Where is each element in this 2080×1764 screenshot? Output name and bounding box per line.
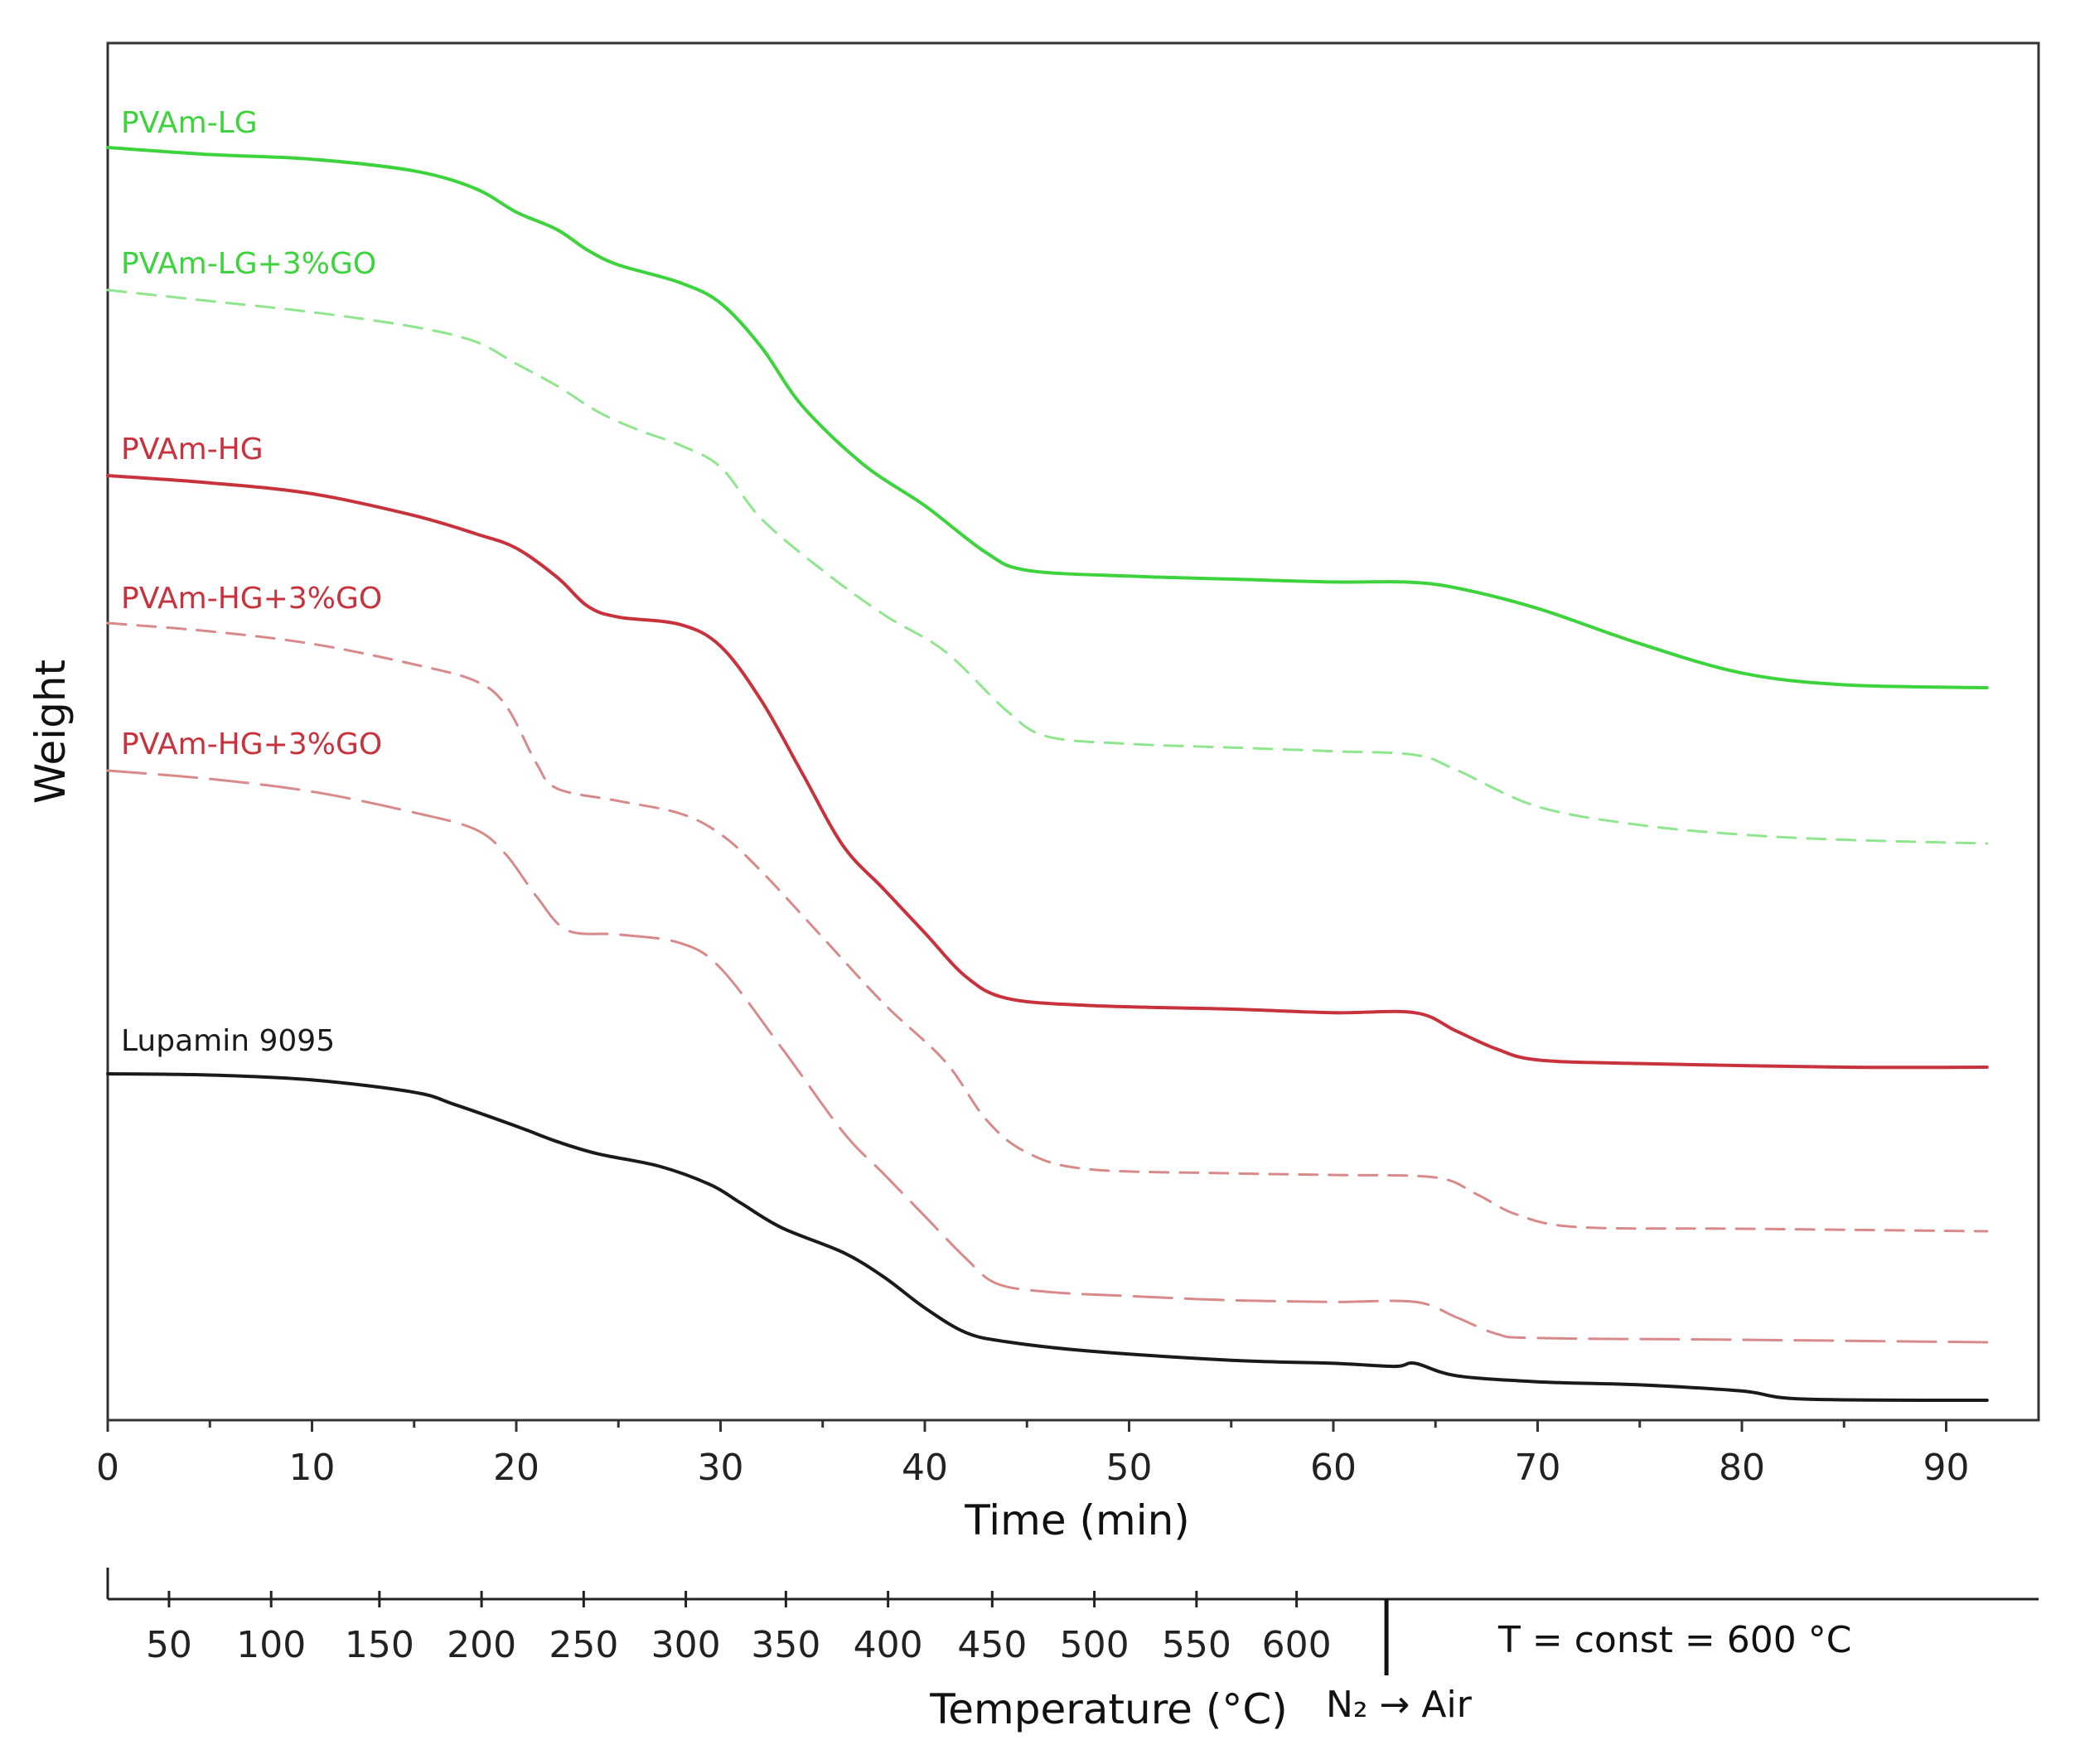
temperature-tick-label: 400 — [854, 1624, 923, 1666]
x-axis-ticks: 0 10 20 30 40 50 60 70 80 90 — [96, 1420, 1970, 1489]
temperature-axis-title: Temperature (°C) — [929, 1685, 1288, 1733]
x-tick-label: 90 — [1923, 1447, 1970, 1489]
series-label-lupamin-9095: Lupamin 9095 — [121, 1024, 335, 1058]
series-line-6 — [106, 1072, 1989, 1402]
temperature-tick-label: 600 — [1262, 1624, 1332, 1666]
temperature-axis: 50 100 150 200 250 300 350 400 450 500 550 600 — [106, 1568, 2039, 1675]
series-line-5 — [106, 769, 1989, 1344]
temperature-tick-label: 250 — [549, 1624, 618, 1666]
series-line-3 — [106, 474, 1989, 1070]
temperature-tick-label: 450 — [957, 1624, 1027, 1666]
y-axis-title: Weight — [27, 660, 75, 804]
series-label-pvam-hg-3go-b: PVAm-HG+3%GO — [121, 727, 382, 761]
temperature-tick-label: 300 — [651, 1624, 721, 1666]
temperature-tick-label: 200 — [447, 1624, 516, 1666]
x-axis-title: Time (min) — [964, 1496, 1190, 1544]
series-line-2 — [106, 288, 1989, 845]
plot-frame — [106, 41, 2040, 1422]
constant-temperature-label: T = const = 600 °C — [1497, 1619, 1851, 1661]
x-tick-label: 60 — [1310, 1447, 1357, 1489]
x-tick-label: 0 — [96, 1447, 119, 1489]
series-line-1 — [106, 146, 1989, 689]
x-tick-label: 80 — [1719, 1447, 1765, 1489]
x-tick-label: 70 — [1515, 1447, 1561, 1489]
temperature-tick-label: 500 — [1060, 1624, 1129, 1666]
x-tick-label: 10 — [289, 1447, 336, 1489]
series-label-pvam-hg: PVAm-HG — [121, 433, 264, 466]
temperature-tick-label: 50 — [146, 1624, 192, 1666]
series-label-pvam-hg-3go-a: PVAm-HG+3%GO — [121, 582, 382, 616]
temperature-tick-label: 550 — [1162, 1624, 1231, 1666]
series-line-4 — [106, 621, 1989, 1233]
x-tick-label: 30 — [698, 1447, 744, 1489]
temperature-tick-label: 100 — [236, 1624, 306, 1666]
temperature-tick-label: 350 — [751, 1624, 820, 1666]
x-tick-label: 40 — [902, 1447, 948, 1489]
temperature-tick-label: 150 — [345, 1624, 414, 1666]
series-label-pvam-lg: PVAm-LG — [121, 106, 258, 140]
series-layer — [106, 146, 1989, 1402]
x-tick-label: 50 — [1106, 1447, 1153, 1489]
series-label-pvam-lg-3go: PVAm-LG+3%GO — [121, 247, 376, 281]
x-tick-label: 20 — [493, 1447, 539, 1489]
n2-air-label: N₂ → Air — [1326, 1684, 1473, 1726]
